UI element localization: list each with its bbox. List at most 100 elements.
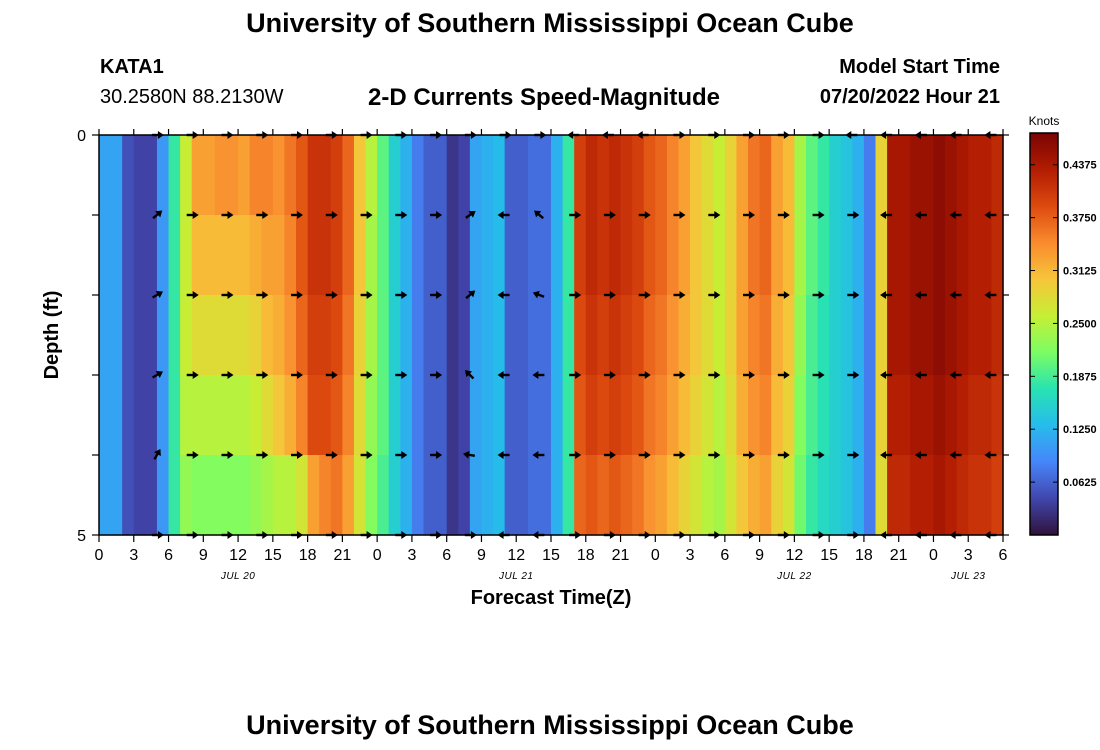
current-arrow (812, 451, 825, 459)
heatmap-cell (887, 215, 900, 296)
heatmap-cell (608, 455, 622, 536)
heatmap-cell (493, 215, 506, 296)
arrow-head (984, 371, 991, 379)
colorbar-gradient (1029, 132, 1059, 536)
heatmap-cell (330, 215, 343, 296)
arrow-head (853, 211, 860, 219)
current-arrow (743, 291, 755, 299)
heatmap-cell (910, 135, 923, 216)
arrow-head (436, 371, 443, 379)
arrow-head (192, 451, 199, 459)
arrow-head (262, 451, 269, 459)
heatmap-cell (608, 375, 622, 456)
current-arrow (395, 451, 408, 459)
arrow-head (714, 371, 721, 379)
heatmap-cell (330, 375, 343, 456)
heatmap-cell (724, 215, 738, 296)
heatmap-cell (829, 375, 842, 456)
current-arrow (325, 451, 338, 459)
x-tick-label: 0 (651, 547, 660, 564)
arrow-head (575, 451, 582, 459)
heatmap-cell (539, 295, 552, 376)
arrow-head (679, 451, 686, 459)
current-arrow (914, 371, 927, 379)
arrow-head (401, 371, 408, 379)
arrow-head (949, 211, 956, 219)
heatmap-cell (748, 215, 761, 296)
current-arrow (360, 371, 373, 379)
arrow-head (644, 371, 651, 379)
heatmap-cell (249, 455, 262, 536)
arrow-head (497, 371, 504, 379)
heatmap-cell (365, 375, 378, 456)
heatmap-cell (481, 295, 494, 376)
current-arrow (360, 291, 373, 299)
heatmap-cell (458, 135, 471, 216)
heatmap-cell (446, 135, 459, 216)
current-arrow (847, 451, 860, 459)
heatmap-cell (852, 375, 865, 456)
arrow-head (644, 291, 651, 299)
heatmap-cell (643, 295, 656, 376)
arrow-head (262, 291, 269, 299)
current-arrow (880, 211, 893, 219)
current-arrow (430, 291, 443, 299)
current-arrow (256, 371, 269, 379)
heatmap-cell (782, 295, 795, 376)
heatmap-cell (701, 375, 714, 456)
current-arrow (534, 210, 545, 220)
current-arrow (949, 291, 962, 299)
heatmap-cell (122, 295, 135, 376)
heatmap-cell (701, 135, 714, 216)
heatmap-cell (748, 375, 761, 456)
current-arrow (325, 211, 338, 219)
current-arrow (638, 451, 651, 459)
x-tick-label: 6 (720, 547, 729, 564)
heatmap-cell (353, 455, 367, 536)
heatmap-cell (829, 455, 842, 536)
heatmap-cell (180, 215, 193, 296)
heatmap-cell (319, 295, 332, 376)
x-tick-label: 18 (855, 547, 873, 564)
heatmap-cell (724, 455, 738, 536)
heatmap-cell (469, 295, 483, 376)
heatmap-cell (736, 135, 749, 216)
heatmap-cell (365, 455, 378, 536)
date-label: JUL 20 (220, 571, 256, 582)
heatmap-cell (377, 375, 390, 456)
heatmap-cell (99, 215, 112, 296)
heatmap-cell (377, 215, 390, 296)
heatmap-cell (342, 215, 355, 296)
y-axis-label: Depth (ft) (41, 291, 63, 380)
heatmap-cell (829, 135, 842, 216)
heatmap-cell (307, 455, 320, 536)
current-arrow (186, 451, 199, 459)
heatmap-cell (887, 135, 900, 216)
current-arrow (360, 451, 373, 459)
heatmap-cell (933, 135, 946, 216)
heatmap-cell (261, 215, 274, 296)
arrow-head (575, 211, 582, 219)
heatmap-cell (388, 135, 401, 216)
heatmap-cell (238, 215, 251, 296)
arrow-head (436, 451, 443, 459)
heatmap-cell (539, 215, 552, 296)
heatmap-cell (261, 135, 274, 216)
heatmap-cell (191, 215, 204, 296)
heatmap-cell (388, 375, 401, 456)
arrow-head (227, 211, 234, 219)
heatmap-cell (921, 295, 935, 376)
current-arrow (186, 211, 199, 219)
current-arrow (777, 291, 790, 299)
current-arrow (812, 371, 825, 379)
heatmap-cell (284, 375, 297, 456)
heatmap-cell (713, 215, 726, 296)
heatmap-cell (226, 135, 239, 216)
current-arrow (673, 211, 686, 219)
heatmap-cell (446, 375, 459, 456)
heatmap-cell (539, 455, 552, 536)
heatmap-cell (238, 295, 251, 376)
heatmap-cell (840, 375, 853, 456)
heatmap-cell (539, 135, 552, 216)
heatmap-cell (921, 215, 935, 296)
